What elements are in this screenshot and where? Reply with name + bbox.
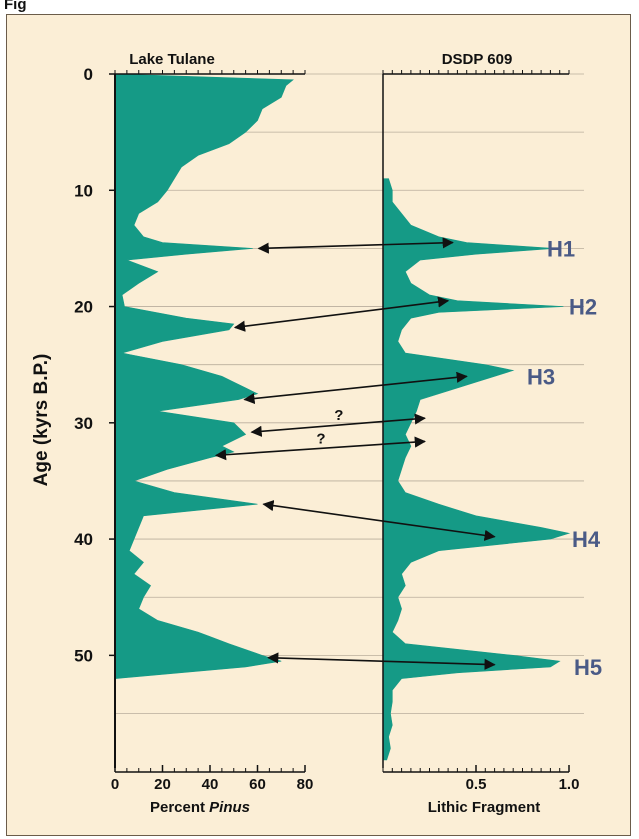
x-tick-label: 20 [154,776,171,793]
y-tick-label: 0 [84,65,93,84]
right-x-label: Lithic Fragment [428,799,541,816]
lake-tulane-series [114,73,294,679]
chart-panel: 0 10 20 30 40 50 0 20 40 60 80 0.5 1.0 ?? Lake Tulan… [6,14,631,836]
y-tick-label: 20 [74,298,93,317]
correlation-arrow [267,652,496,670]
heinrich-label-h1: H1 [547,236,575,261]
y-axis-label: Age (kyrs B.P.) [31,354,52,487]
right-title: DSDP 609 [442,51,513,68]
correlation-arrow [250,413,426,437]
chart-svg: 0 10 20 30 40 50 0 20 40 60 80 0.5 1.0 ?? Lake Tulan… [31,51,602,816]
x-tick-label: 0.5 [466,776,487,793]
uncertain-mark: ? [316,430,325,447]
y-tick-label: 50 [74,646,93,665]
heinrich-labels: H1 H2 H3 H4 H5 [527,236,602,680]
heinrich-label-h3: H3 [527,364,555,389]
y-tick-label: 10 [74,181,93,200]
x-tick-label: 40 [202,776,219,793]
x-tick-label: 60 [249,776,266,793]
heinrich-label-h2: H2 [569,295,597,320]
lake-tulane-area [114,73,294,679]
correlation-arrows: ?? [214,237,496,670]
left-x-label-italic: Pinus [209,799,250,816]
x-tick-label: 0 [111,776,119,793]
left-x-label: Percent Pinus [150,799,250,816]
y-tick-label: 40 [74,530,93,549]
correlation-arrow [262,500,496,541]
figure-label: Fig [4,0,27,13]
correlation-arrow [243,371,468,405]
dsdp-609-area [382,178,571,761]
axes: 0 10 20 30 40 50 0 20 40 60 80 0.5 1.0 [74,65,579,793]
y-tick-label: 30 [74,414,93,433]
heinrich-label-h5: H5 [574,655,602,680]
x-tick-label: 1.0 [559,776,580,793]
correlation-arrow [257,237,454,254]
correlation-arrow [233,296,450,332]
left-x-label-prefix: Percent [150,799,209,816]
chart-labels: Lake Tulane DSDP 609 Age (kyrs B.P.) Per… [31,51,540,816]
uncertain-mark: ? [334,407,343,424]
left-title: Lake Tulane [129,51,215,68]
dsdp-609-series [382,178,571,761]
heinrich-label-h4: H4 [572,527,601,552]
correlation-arrow [214,436,426,461]
x-tick-label: 80 [297,776,314,793]
